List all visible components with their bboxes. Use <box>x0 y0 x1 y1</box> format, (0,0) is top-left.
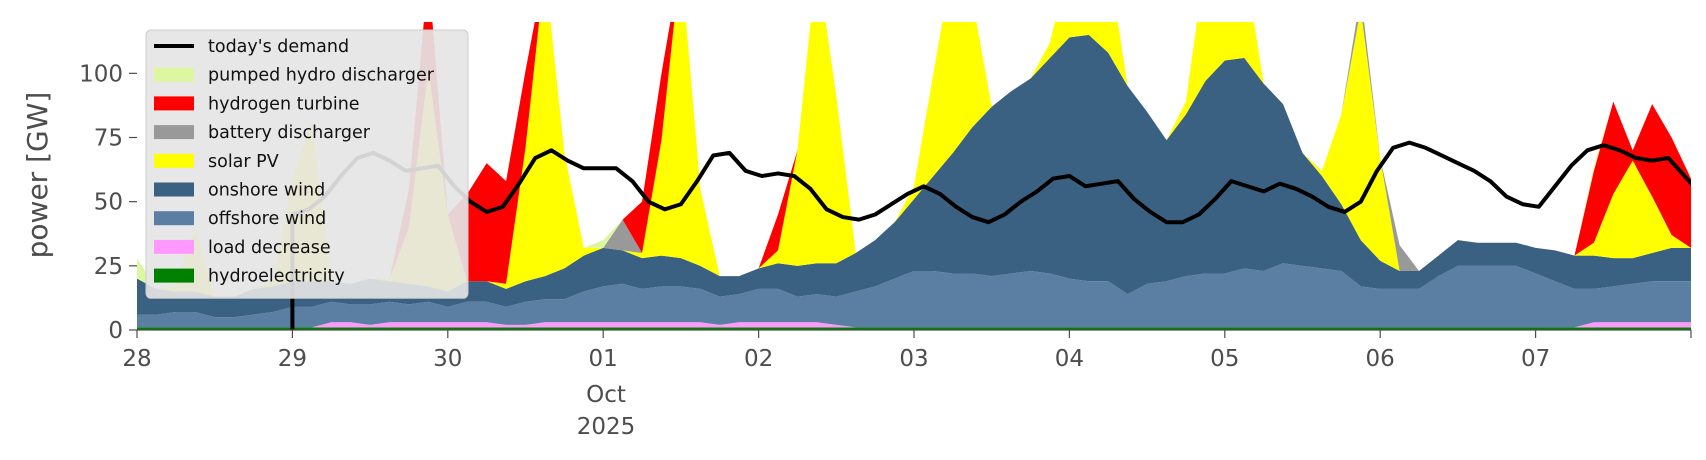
x-tick-label: 01 <box>589 346 618 372</box>
area-offshore-wind <box>137 263 1691 328</box>
y-tick-label: 75 <box>94 126 123 152</box>
axes: 0 25 50 75 100 28 29 30 01 02 03 04 05 06 07 <box>79 61 1692 372</box>
y-axis-title: power [GW] <box>21 92 54 259</box>
area-hydrogen-turbine <box>137 22 1691 297</box>
legend-swatch <box>154 182 194 197</box>
legend-label: pumped hydro discharger <box>208 66 435 86</box>
legend-label: offshore wind <box>208 209 326 229</box>
legend-swatch <box>154 96 194 111</box>
legend-swatch <box>154 211 194 226</box>
x-month-label: Oct <box>586 382 626 408</box>
area-solar-pv <box>137 22 1691 297</box>
legend-swatch <box>154 67 194 82</box>
demand-line <box>290 140 1691 330</box>
x-year-label: 2025 <box>577 414 636 440</box>
x-tick-label: 28 <box>122 346 151 372</box>
legend-label: onshore wind <box>208 181 325 201</box>
x-tick-label: 05 <box>1210 346 1239 372</box>
legend-background <box>145 29 469 299</box>
x-tick-label: 04 <box>1055 346 1084 372</box>
x-tick-label: 06 <box>1366 346 1395 372</box>
x-tick-label: 07 <box>1521 346 1550 372</box>
legend-swatch <box>154 239 194 254</box>
legend-swatch <box>154 268 194 283</box>
x-tick-label: 03 <box>899 346 928 372</box>
plot-area <box>137 22 1691 330</box>
legend-label: battery discharger <box>208 123 371 143</box>
y-tick-label: 50 <box>94 190 123 216</box>
y-tick-label: 100 <box>79 61 123 87</box>
y-tick-label: 25 <box>94 254 123 280</box>
legend-label: solar PV <box>208 152 279 172</box>
area-load-decrease <box>137 322 1691 328</box>
legend-swatch <box>154 153 194 168</box>
y-tick-label: 0 <box>108 318 123 344</box>
legend-label: load decrease <box>208 238 331 258</box>
legend-label: hydrogen turbine <box>208 94 360 114</box>
x-tick-label: 02 <box>744 346 773 372</box>
legend-swatch <box>154 125 194 140</box>
x-tick-label: 30 <box>433 346 462 372</box>
area-onshore-wind <box>137 34 1691 318</box>
area-hydroelectricity <box>137 327 1691 330</box>
legend-label: hydroelectricity <box>208 267 345 287</box>
legend: today's demand pumped hydro discharger hyd… <box>145 29 469 299</box>
legend-label: today's demand <box>208 37 349 57</box>
x-tick-label: 29 <box>278 346 307 372</box>
